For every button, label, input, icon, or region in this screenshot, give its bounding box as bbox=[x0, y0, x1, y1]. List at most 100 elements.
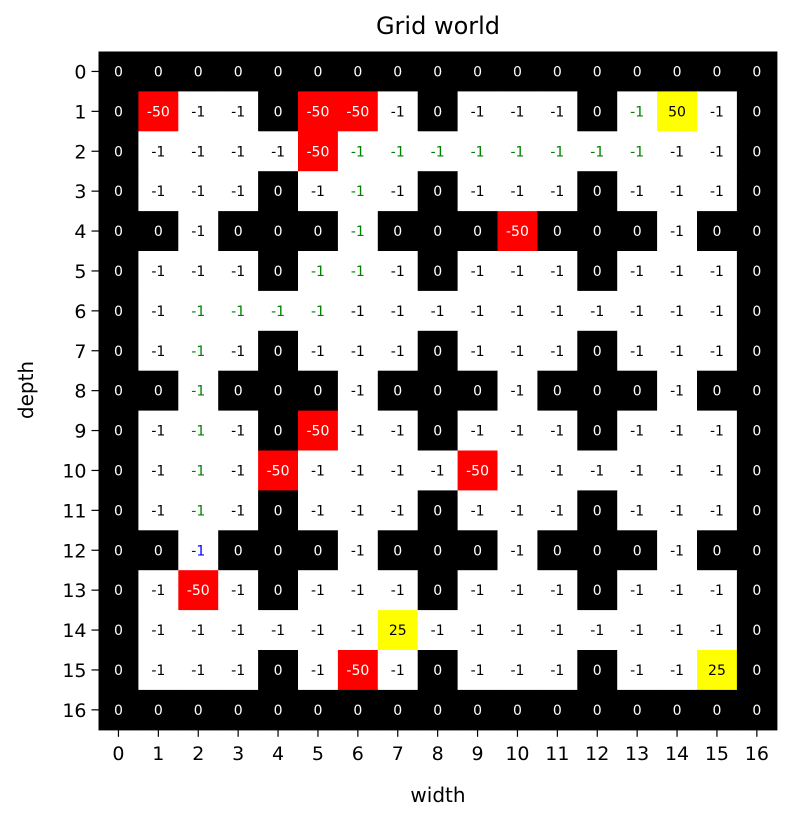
grid-cell bbox=[417, 290, 459, 332]
cell-value-label: 0 bbox=[593, 224, 602, 240]
cell-value-label: 0 bbox=[712, 224, 721, 240]
grid-cell bbox=[697, 171, 738, 212]
grid-cell bbox=[497, 450, 538, 491]
cell-value-label: 0 bbox=[633, 543, 642, 559]
grid-cell bbox=[457, 251, 499, 292]
cell-value-label: -1 bbox=[710, 344, 724, 360]
grid-cell bbox=[657, 51, 698, 92]
y-tick-label: 2 bbox=[74, 141, 86, 163]
cell-value-label: -1 bbox=[311, 463, 325, 479]
cell-value-label: -1 bbox=[670, 583, 684, 599]
cell-value-label: -1 bbox=[630, 623, 644, 639]
grid-cell bbox=[417, 171, 459, 212]
cell-value-label: 0 bbox=[114, 264, 123, 280]
cell-value-label: -1 bbox=[351, 184, 365, 200]
cell-value-label: 0 bbox=[194, 64, 203, 80]
grid-cell bbox=[657, 131, 698, 172]
cell-value-label: -50 bbox=[147, 104, 170, 120]
cell-value-label: -1 bbox=[471, 623, 485, 639]
grid-cell bbox=[617, 251, 658, 292]
cell-value-label: -1 bbox=[630, 503, 644, 519]
grid-cell bbox=[258, 91, 299, 132]
y-tick-label: 16 bbox=[62, 700, 86, 722]
cell-value-label: 0 bbox=[673, 64, 682, 80]
cell-value-label: 0 bbox=[633, 703, 642, 719]
grid-cell bbox=[577, 650, 618, 691]
grid-cell bbox=[138, 689, 179, 731]
grid-cell bbox=[417, 131, 459, 172]
grid-cell bbox=[736, 330, 778, 372]
grid-cell bbox=[258, 330, 299, 372]
cell-value-label: -1 bbox=[510, 623, 524, 639]
y-tick-label: 15 bbox=[62, 660, 86, 682]
grid-cell bbox=[138, 570, 179, 611]
cell-value-label: -1 bbox=[630, 144, 644, 160]
grid-cell bbox=[497, 91, 538, 132]
cell-value-label: 0 bbox=[752, 503, 761, 519]
grid-cell bbox=[377, 610, 419, 651]
cell-value-label: -1 bbox=[471, 663, 485, 679]
cell-value-label: -1 bbox=[510, 344, 524, 360]
cell-value-label: -1 bbox=[191, 623, 205, 639]
cell-value-label: 0 bbox=[473, 64, 482, 80]
cell-value-label: -1 bbox=[151, 583, 165, 599]
cell-value-label: 0 bbox=[553, 64, 562, 80]
grid-cell bbox=[697, 530, 738, 571]
grid-cell bbox=[577, 251, 618, 292]
cell-value-label: 0 bbox=[274, 224, 283, 240]
cell-value-label: -1 bbox=[670, 144, 684, 160]
grid-cell bbox=[617, 410, 658, 452]
cell-value-label: -1 bbox=[271, 623, 285, 639]
grid-cell bbox=[377, 211, 419, 252]
grid-cell bbox=[98, 490, 139, 531]
cell-value-label: -1 bbox=[391, 184, 405, 200]
cell-value-label: -1 bbox=[550, 463, 564, 479]
cell-value-label: 0 bbox=[274, 384, 283, 400]
grid-cell bbox=[138, 171, 179, 212]
cell-value-label: 0 bbox=[353, 703, 362, 719]
grid-cell bbox=[457, 171, 499, 212]
grid-cell bbox=[697, 330, 738, 372]
grid-cell bbox=[417, 689, 459, 731]
grid-cell bbox=[98, 610, 139, 651]
cell-value-label: -1 bbox=[351, 463, 365, 479]
cell-value-label: 50 bbox=[668, 104, 686, 120]
cell-value-label: -1 bbox=[351, 543, 365, 559]
cell-value-label: 0 bbox=[433, 104, 442, 120]
grid-cell bbox=[617, 610, 658, 651]
cell-value-label: -1 bbox=[550, 344, 564, 360]
cell-value-label: 0 bbox=[433, 384, 442, 400]
cell-value-label: -1 bbox=[510, 144, 524, 160]
grid-cell bbox=[138, 251, 179, 292]
grid-cell bbox=[218, 91, 259, 132]
cell-value-label: 25 bbox=[389, 623, 407, 639]
grid-cell bbox=[697, 650, 738, 691]
grid-cell bbox=[258, 689, 299, 731]
grid-cell bbox=[298, 370, 339, 412]
grid-cell bbox=[537, 51, 578, 92]
cell-value-label: 0 bbox=[433, 264, 442, 280]
cell-value-label: -1 bbox=[391, 424, 405, 440]
y-tick-label: 4 bbox=[74, 221, 86, 243]
grid-cell bbox=[617, 131, 658, 172]
cell-value-label: 0 bbox=[154, 384, 163, 400]
grid-cell bbox=[178, 51, 219, 92]
cell-value-label: 0 bbox=[234, 384, 243, 400]
grid-cell bbox=[258, 290, 299, 332]
cell-value-label: -1 bbox=[710, 184, 724, 200]
cell-value-label: -1 bbox=[590, 144, 604, 160]
cell-value-label: -1 bbox=[510, 184, 524, 200]
cell-value-label: 0 bbox=[393, 224, 402, 240]
grid-cell bbox=[298, 410, 339, 452]
grid-cell bbox=[337, 91, 379, 132]
grid-cell bbox=[178, 91, 219, 132]
grid-cell bbox=[537, 610, 578, 651]
cell-value-label: -1 bbox=[550, 144, 564, 160]
cell-value-label: -1 bbox=[231, 424, 245, 440]
grid-cell bbox=[657, 570, 698, 611]
x-tick-label: 1 bbox=[152, 743, 164, 765]
grid-cell bbox=[577, 570, 618, 611]
cell-value-label: -1 bbox=[630, 424, 644, 440]
cell-value-label: -1 bbox=[351, 503, 365, 519]
cell-value-label: -1 bbox=[351, 144, 365, 160]
